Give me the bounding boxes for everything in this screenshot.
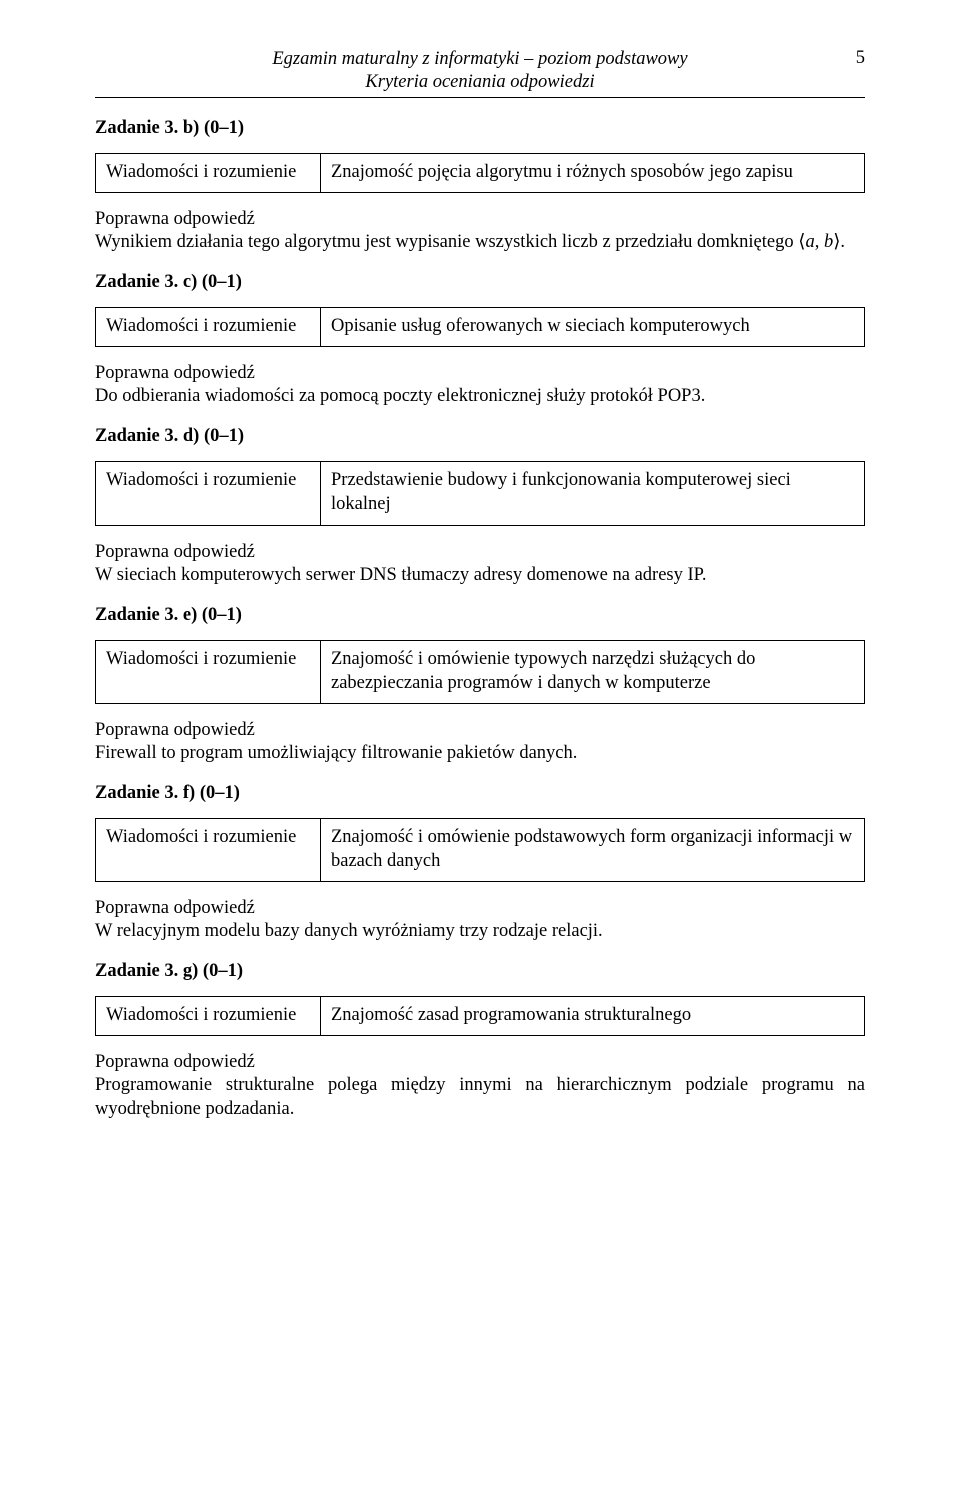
answer-label: Poprawna odpowiedź: [95, 720, 865, 741]
answer-label: Poprawna odpowiedź: [95, 363, 865, 384]
page: Egzamin maturalny z informatyki – poziom…: [0, 0, 960, 1510]
criterion-text: Przedstawienie budowy i funkcjonowania k…: [321, 462, 865, 525]
answer-body: W sieciach komputerowych serwer DNS tłum…: [95, 563, 865, 587]
criterion-text: Znajomość i omówienie typowych narzędzi …: [321, 640, 865, 703]
criterion-label: Wiadomości i rozumienie: [96, 308, 321, 347]
criterion-table: Wiadomości i rozumienie Przedstawienie b…: [95, 461, 865, 525]
page-number: 5: [856, 48, 865, 69]
header-titles: Egzamin maturalny z informatyki – poziom…: [95, 48, 865, 94]
criterion-text: Znajomość i omówienie podstawowych form …: [321, 818, 865, 881]
section-title: Zadanie 3. g) (0–1): [95, 961, 865, 982]
answer-body: W relacyjnym modelu bazy danych wyróżnia…: [95, 919, 865, 943]
criterion-label: Wiadomości i rozumienie: [96, 462, 321, 525]
section-title: Zadanie 3. d) (0–1): [95, 426, 865, 447]
interval-notation: ⟨a, b⟩: [798, 232, 840, 252]
criterion-label: Wiadomości i rozumienie: [96, 154, 321, 193]
answer-label: Poprawna odpowiedź: [95, 898, 865, 919]
answer-body: Wynikiem działania tego algorytmu jest w…: [95, 230, 865, 254]
answer-body: Do odbierania wiadomości za pomocą poczt…: [95, 384, 865, 408]
criterion-table: Wiadomości i rozumienie Znajomość pojęci…: [95, 153, 865, 193]
criterion-text: Opisanie usług oferowanych w sieciach ko…: [321, 308, 865, 347]
criterion-table: Wiadomości i rozumienie Znajomość i omów…: [95, 818, 865, 882]
criterion-table: Wiadomości i rozumienie Opisanie usług o…: [95, 307, 865, 347]
header-rule: [95, 97, 865, 98]
criterion-label: Wiadomości i rozumienie: [96, 818, 321, 881]
criterion-table: Wiadomości i rozumienie Znajomość i omów…: [95, 640, 865, 704]
criterion-label: Wiadomości i rozumienie: [96, 640, 321, 703]
answer-label: Poprawna odpowiedź: [95, 1052, 865, 1073]
header-title-1: Egzamin maturalny z informatyki – poziom…: [95, 48, 865, 71]
section-title: Zadanie 3. e) (0–1): [95, 605, 865, 626]
answer-label: Poprawna odpowiedź: [95, 209, 865, 230]
criterion-label: Wiadomości i rozumienie: [96, 996, 321, 1035]
answer-body: Programowanie strukturalne polega między…: [95, 1073, 865, 1121]
section-title: Zadanie 3. c) (0–1): [95, 272, 865, 293]
section-title: Zadanie 3. f) (0–1): [95, 783, 865, 804]
page-header: Egzamin maturalny z informatyki – poziom…: [95, 48, 865, 94]
criterion-text: Znajomość pojęcia algorytmu i różnych sp…: [321, 154, 865, 193]
answer-label: Poprawna odpowiedź: [95, 542, 865, 563]
criterion-text: Znajomość zasad programowania struktural…: [321, 996, 865, 1035]
criterion-table: Wiadomości i rozumienie Znajomość zasad …: [95, 996, 865, 1036]
answer-body: Firewall to program umożliwiający filtro…: [95, 741, 865, 765]
header-title-2: Kryteria oceniania odpowiedzi: [95, 71, 865, 94]
section-title: Zadanie 3. b) (0–1): [95, 118, 865, 139]
